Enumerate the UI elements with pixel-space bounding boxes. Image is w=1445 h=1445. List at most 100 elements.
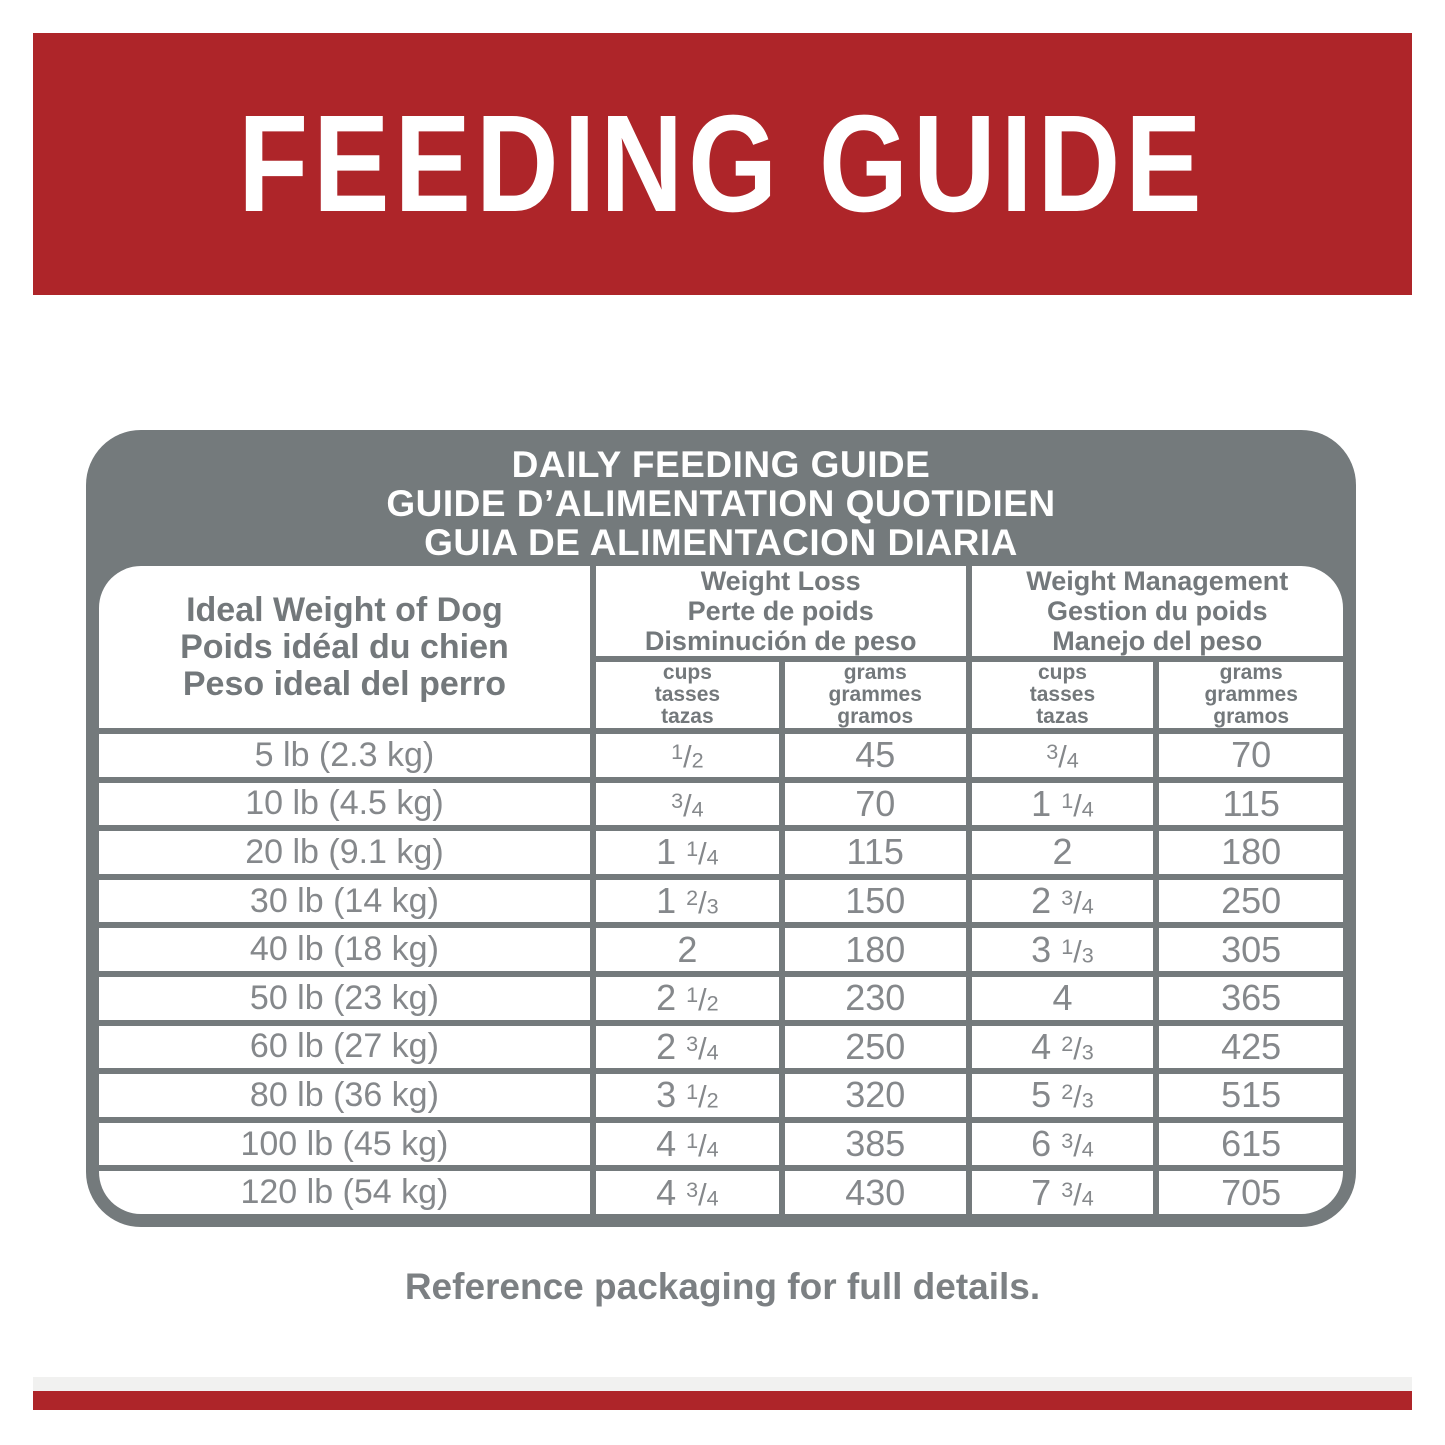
cups-line-es: tazas	[661, 705, 714, 728]
cups-line-en: cups	[662, 661, 712, 684]
amount-cell: 430	[778, 1165, 972, 1214]
amount-cell: 4 1/4	[589, 1116, 785, 1172]
amount-cell: 5 2/3	[965, 1068, 1160, 1123]
grams-line-en: grams	[843, 661, 907, 684]
amount-cell: 230	[778, 970, 972, 1026]
table-row: 60 lb (27 kg) 2 3/4 250 4 2/3 425	[99, 1019, 1343, 1075]
grams-line-fr: grammes	[828, 683, 922, 706]
weight-cell: 100 lb (45 kg)	[99, 1116, 596, 1172]
panel-title-line-fr: GUIDE D’ALIMENTATION QUOTIDIEN	[386, 483, 1056, 524]
amount-cell: 115	[1153, 776, 1343, 832]
amount-cell: 7 3/4	[965, 1165, 1160, 1214]
weight-cell: 80 lb (36 kg)	[99, 1068, 596, 1123]
panel-title: DAILY FEEDING GUIDE GUIDE D’ALIMENTATION…	[86, 430, 1356, 562]
daily-feeding-guide-panel: DAILY FEEDING GUIDE GUIDE D’ALIMENTATION…	[86, 430, 1356, 1227]
amount-cell: 615	[1153, 1116, 1343, 1172]
amount-cell: 2 3/4	[965, 873, 1160, 929]
weight-loss-line-es: Disminución de peso	[644, 626, 917, 656]
cups-line-es: tazas	[1036, 705, 1089, 728]
amount-cell: 385	[778, 1116, 972, 1172]
weight-cell: 10 lb (4.5 kg)	[99, 776, 596, 832]
banner-title: FEEDING GUIDE	[238, 86, 1207, 241]
grams-line-en: grams	[1219, 661, 1283, 684]
table-row: 80 lb (36 kg) 3 1/2 320 5 2/3 515	[99, 1068, 1343, 1123]
table-row: 50 lb (23 kg) 2 1/2 230 4 365	[99, 970, 1343, 1026]
panel-title-line-es: GUIA DE ALIMENTACION DIARIA	[424, 522, 1018, 563]
table-row: 20 lb (9.1 kg) 1 1/4 115 2 180	[99, 825, 1343, 880]
amount-cell: 1 1/4	[589, 825, 785, 880]
amount-cell: 1 1/4	[965, 776, 1160, 832]
amount-cell: 70	[1153, 728, 1343, 783]
amount-cell: 305	[1153, 922, 1343, 977]
weight-header-line-es: Peso ideal del perro	[182, 664, 506, 703]
weight-cell: 50 lb (23 kg)	[99, 970, 596, 1026]
amount-cell: 2	[589, 922, 785, 977]
amount-cell: 2 3/4	[589, 1019, 785, 1075]
amount-cell: 365	[1153, 970, 1343, 1026]
group-header-row: Ideal Weight of Dog Poids idéal du chien…	[99, 566, 1343, 734]
table-row: 120 lb (54 kg) 4 3/4 430 7 3/4 705	[99, 1165, 1343, 1214]
weight-loss-line-fr: Perte de poids	[687, 596, 874, 626]
weight-cell: 40 lb (18 kg)	[99, 922, 596, 977]
weight-management-line-es: Manejo del peso	[1052, 626, 1263, 656]
cups-line-fr: tasses	[1029, 683, 1096, 706]
amount-cell: 180	[778, 922, 972, 977]
weight-cell: 60 lb (27 kg)	[99, 1019, 596, 1075]
amount-cell: 2 1/2	[589, 970, 785, 1026]
weight-cell: 30 lb (14 kg)	[99, 873, 596, 929]
feeding-table: Ideal Weight of Dog Poids idéal du chien…	[99, 566, 1343, 1214]
feeding-table-card: Ideal Weight of Dog Poids idéal du chien…	[99, 566, 1343, 1214]
amount-cell: 180	[1153, 825, 1343, 880]
amount-cell: 45	[778, 728, 972, 783]
wl-cups-subheader: cups tasses tazas	[592, 656, 785, 734]
table-row: 30 lb (14 kg) 1 2/3 150 2 3/4 250	[99, 873, 1343, 929]
amount-cell: 2	[965, 825, 1160, 880]
bottom-red-bar	[33, 1391, 1412, 1410]
amount-cell: 115	[778, 825, 972, 880]
feeding-table-body: 5 lb (2.3 kg) 1/2 45 3/4 70 10 lb (4.5 kg) 3/4…	[99, 728, 1343, 1214]
amount-cell: 425	[1153, 1019, 1343, 1075]
cups-line-en: cups	[1037, 661, 1087, 684]
light-divider-strip	[33, 1377, 1412, 1391]
footer-note: Reference packaging for full details.	[404, 1266, 1041, 1307]
amount-cell: 705	[1153, 1165, 1343, 1214]
weight-cell: 120 lb (54 kg)	[99, 1165, 596, 1214]
amount-cell: 320	[778, 1068, 972, 1123]
amount-cell: 1 2/3	[589, 873, 785, 929]
amount-cell: 150	[778, 873, 972, 929]
amount-cell: 4 3/4	[589, 1165, 785, 1214]
sub-header-row: cups tasses tazas grams grammes gramos c…	[99, 656, 1343, 734]
table-row: 5 lb (2.3 kg) 1/2 45 3/4 70	[99, 728, 1343, 783]
weight-management-line-fr: Gestion du poids	[1047, 596, 1268, 626]
table-row: 10 lb (4.5 kg) 3/4 70 1 1/4 115	[99, 776, 1343, 832]
wl-grams-subheader: grams grammes gramos	[778, 656, 972, 734]
weight-header-line-fr: Poids idéal du chien	[180, 627, 509, 666]
weight-header-line-en: Ideal Weight of Dog	[186, 590, 503, 629]
weight-loss-header: Weight Loss Perte de poids Disminución d…	[589, 566, 972, 662]
table-row: 100 lb (45 kg) 4 1/4 385 6 3/4 615	[99, 1116, 1343, 1172]
amount-cell: 3 1/2	[589, 1068, 785, 1123]
weight-management-line-en: Weight Management	[1026, 566, 1289, 596]
ideal-weight-header: Ideal Weight of Dog Poids idéal du chien…	[99, 566, 596, 734]
amount-cell: 3 1/3	[965, 922, 1160, 977]
amount-cell: 1/2	[589, 728, 785, 783]
amount-cell: 70	[778, 776, 972, 832]
amount-cell: 4 2/3	[965, 1019, 1160, 1075]
amount-cell: 4	[965, 970, 1160, 1026]
grams-line-es: gramos	[837, 705, 914, 728]
weight-loss-line-en: Weight Loss	[700, 566, 861, 596]
table-row: 40 lb (18 kg) 2 180 3 1/3 305	[99, 922, 1343, 977]
amount-cell: 250	[778, 1019, 972, 1075]
amount-cell: 515	[1153, 1068, 1343, 1123]
grams-line-fr: grammes	[1204, 683, 1298, 706]
wm-cups-subheader: cups tasses tazas	[965, 656, 1160, 734]
feeding-guide-banner: FEEDING GUIDE	[33, 33, 1412, 295]
amount-cell: 6 3/4	[965, 1116, 1160, 1172]
grams-line-es: gramos	[1213, 705, 1290, 728]
cups-line-fr: tasses	[654, 683, 721, 706]
amount-cell: 250	[1153, 873, 1343, 929]
amount-cell: 3/4	[589, 776, 785, 832]
amount-cell: 3/4	[965, 728, 1160, 783]
wm-grams-subheader: grams grammes gramos	[1153, 656, 1343, 734]
weight-management-header: Weight Management Gestion du poids Manej…	[965, 566, 1343, 662]
